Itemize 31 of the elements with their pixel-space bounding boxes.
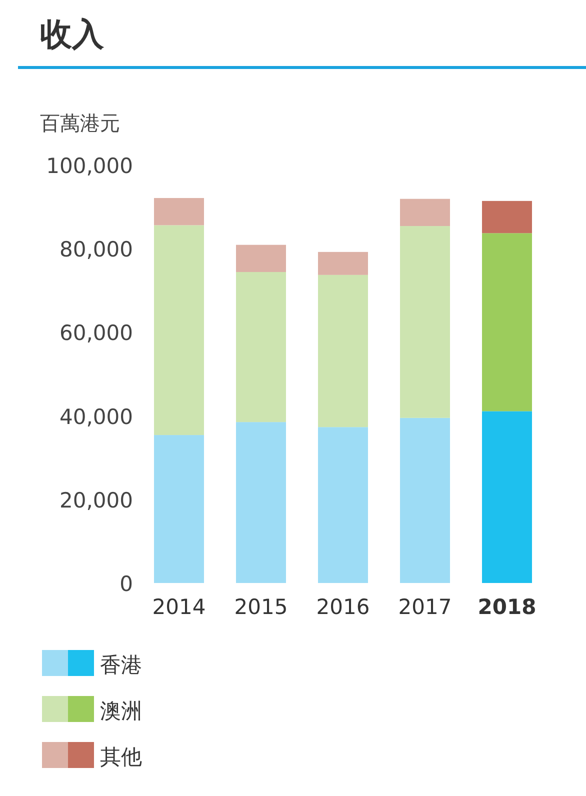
bar xyxy=(318,252,368,275)
y-tick-label: 100,000 xyxy=(46,154,133,178)
bar xyxy=(400,198,450,226)
bar xyxy=(236,422,286,583)
legend-label: 其他 xyxy=(100,745,142,769)
legend-label: 澳洲 xyxy=(100,699,142,723)
bar xyxy=(154,435,204,583)
y-tick-label: 60,000 xyxy=(60,321,133,346)
x-tick-label: 2018 xyxy=(478,595,536,619)
bar xyxy=(154,225,204,436)
bar xyxy=(482,233,532,412)
bar xyxy=(236,272,286,422)
bar xyxy=(400,226,450,418)
bar xyxy=(318,274,368,428)
bar xyxy=(236,244,286,272)
y-tick-label: 20,000 xyxy=(60,488,133,512)
bar xyxy=(400,418,450,583)
bar xyxy=(482,411,532,583)
y-tick-label: 0 xyxy=(120,572,133,596)
y-tick-label: 40,000 xyxy=(60,404,133,429)
legend-label: 香港 xyxy=(100,653,142,677)
bar xyxy=(154,198,204,226)
x-tick-label: 2014 xyxy=(152,595,206,619)
y-axis-title: 百萬港元 xyxy=(40,111,120,135)
y-tick-label: 80,000 xyxy=(60,238,133,262)
chart-title: 收入 xyxy=(40,15,105,53)
bar xyxy=(482,200,532,234)
x-tick-label: 2015 xyxy=(234,595,288,619)
x-tick-label: 2017 xyxy=(398,595,452,619)
x-tick-label: 2016 xyxy=(316,595,370,619)
bar xyxy=(318,427,368,583)
